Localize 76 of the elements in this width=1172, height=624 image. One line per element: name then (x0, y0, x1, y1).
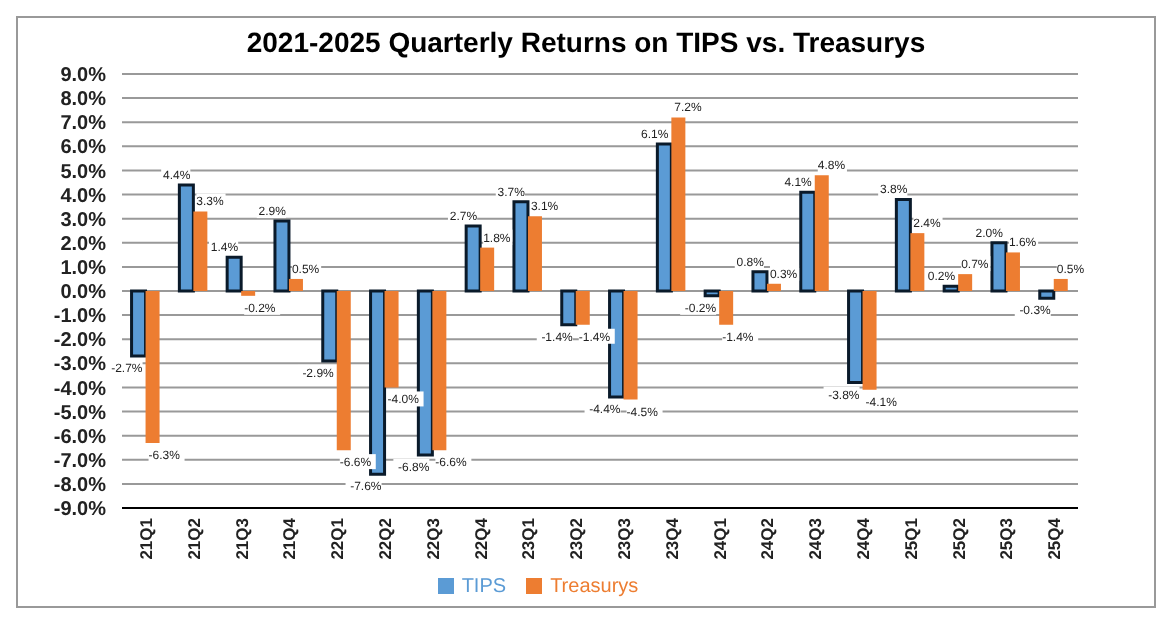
y-tick-label: 2.0% (60, 233, 107, 256)
x-tick-label: 22Q4 (470, 517, 491, 560)
bar (1005, 252, 1020, 291)
bar (575, 291, 590, 325)
bar (273, 219, 291, 293)
bar (384, 291, 399, 388)
bar (480, 247, 495, 291)
x-tick-label: 21Q1 (135, 517, 156, 560)
legend-label: Treasurys (550, 576, 639, 598)
y-tick-label: -9.0% (53, 499, 107, 522)
x-tick-label: 24Q2 (757, 517, 778, 560)
bar (814, 175, 829, 291)
y-tick-label: 6.0% (60, 137, 107, 160)
y-tick-label: 5.0% (60, 161, 107, 184)
bar (527, 216, 542, 291)
legend-label: TIPS (461, 576, 507, 598)
chart-title: 2021-2025 Quarterly Returns on TIPS vs. Treasurys (244, 26, 928, 58)
y-tick-label: -7.0% (53, 450, 107, 473)
bar (958, 274, 973, 291)
bar (1038, 289, 1056, 300)
bar (910, 233, 925, 291)
x-tick-label: 22Q1 (327, 517, 348, 560)
x-tick-label: 21Q3 (231, 517, 252, 560)
bar (990, 241, 1008, 293)
bar (177, 183, 195, 293)
bar (288, 278, 303, 291)
x-tick-label: 24Q4 (852, 517, 873, 560)
bar (894, 197, 912, 293)
y-tick-label: 8.0% (60, 89, 107, 112)
y-tick-label: -1.0% (53, 306, 107, 329)
bar (560, 289, 578, 327)
x-tick-label: 25Q4 (1044, 517, 1065, 560)
y-tick-label: -4.0% (53, 378, 107, 401)
bar (145, 291, 160, 443)
x-tick-label: 25Q2 (948, 517, 969, 560)
x-tick-label: 21Q4 (279, 517, 300, 560)
bar (464, 224, 482, 293)
y-tick-label: -2.0% (53, 330, 107, 353)
y-tick-label: -8.0% (53, 474, 107, 497)
y-tick-label: 0.0% (60, 282, 107, 305)
x-tick-label: 23Q4 (661, 517, 682, 560)
y-tick-label: 9.0% (60, 65, 107, 88)
bar (193, 211, 208, 291)
bar (942, 284, 960, 293)
x-tick-label: 22Q2 (374, 517, 395, 560)
bar (432, 291, 447, 451)
x-tick-label: 23Q2 (566, 517, 587, 560)
x-tick-label: 23Q1 (518, 517, 539, 560)
x-tick-label: 23Q3 (613, 517, 634, 560)
y-tick-label: 7.0% (60, 113, 107, 136)
y-tick-label: -6.0% (53, 426, 107, 449)
x-tick-label: 21Q2 (183, 517, 204, 560)
bar (369, 289, 387, 476)
bar (847, 289, 865, 385)
x-tick-label: 24Q3 (805, 517, 826, 560)
x-tick-label: 22Q3 (422, 517, 443, 560)
bar (1053, 278, 1068, 291)
bar (751, 270, 769, 293)
x-tick-label: 24Q1 (709, 517, 730, 560)
y-tick-label: -3.0% (53, 354, 107, 377)
y-tick-label: 1.0% (60, 257, 107, 280)
y-tick-label: 4.0% (60, 185, 107, 208)
bar (719, 291, 734, 325)
x-tick-label: 25Q1 (900, 517, 921, 560)
bar (225, 255, 243, 293)
bar (766, 283, 781, 291)
x-tick-label: 25Q3 (996, 517, 1017, 560)
bar (862, 291, 877, 390)
bar (671, 117, 686, 291)
bar (512, 200, 530, 293)
y-tick-label: -5.0% (53, 402, 107, 425)
bar (623, 291, 638, 400)
bar (799, 190, 817, 293)
bar (336, 291, 351, 451)
bar (130, 289, 148, 358)
y-tick-label: 3.0% (60, 209, 107, 232)
